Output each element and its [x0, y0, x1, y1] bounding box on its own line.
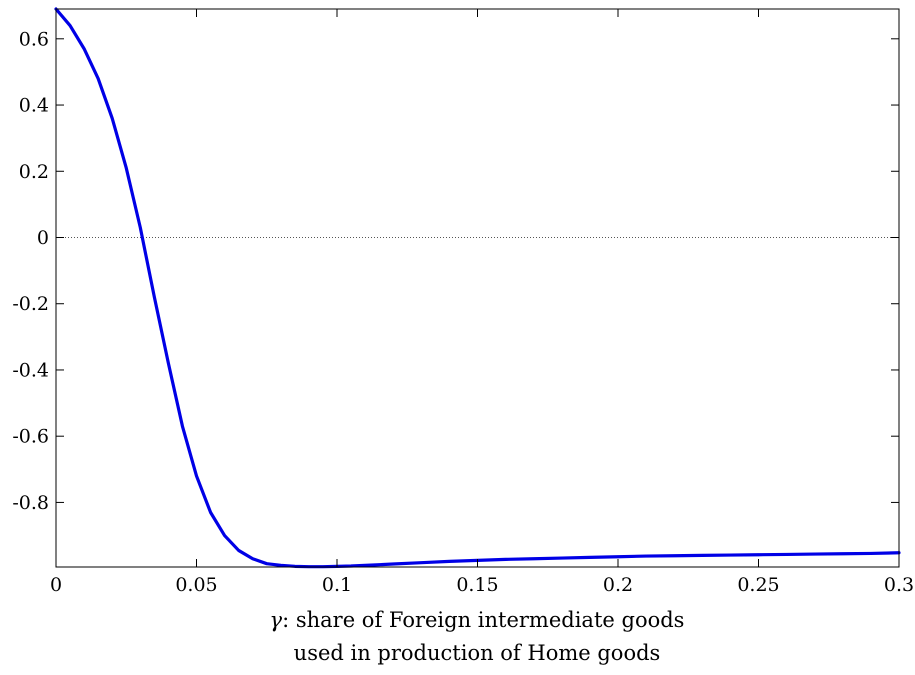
x-tick-label: 0.05 [175, 574, 217, 596]
x-tick-label: 0.15 [456, 574, 498, 596]
x-axis-title-line1: γ: share of Foreign intermediate goods [270, 608, 685, 632]
x-tick-label: 0.3 [884, 574, 914, 596]
y-tick-label: 0 [37, 227, 49, 249]
series-line-0 [54, 7, 901, 569]
x-tick-label: 0.1 [322, 574, 352, 596]
y-tick-label: -0.2 [12, 293, 49, 315]
x-axis-title-line1-text: : share of Foreign intermediate goods [282, 608, 684, 632]
y-tick-label: 0.4 [19, 95, 49, 117]
y-tick-label: -0.8 [12, 492, 49, 514]
x-tick-label: 0.25 [737, 574, 779, 596]
x-axis-title-line2: used in production of Home goods [294, 641, 661, 665]
y-tick-label: 0.2 [19, 161, 49, 183]
y-tick-label: -0.6 [12, 426, 49, 448]
y-tick-label: -0.4 [12, 359, 49, 381]
gamma-symbol: γ [270, 608, 283, 632]
x-tick-label: 0 [50, 574, 62, 596]
plot-background [56, 9, 899, 567]
x-tick-label: 0.2 [603, 574, 633, 596]
y-tick-label: 0.6 [19, 28, 49, 50]
